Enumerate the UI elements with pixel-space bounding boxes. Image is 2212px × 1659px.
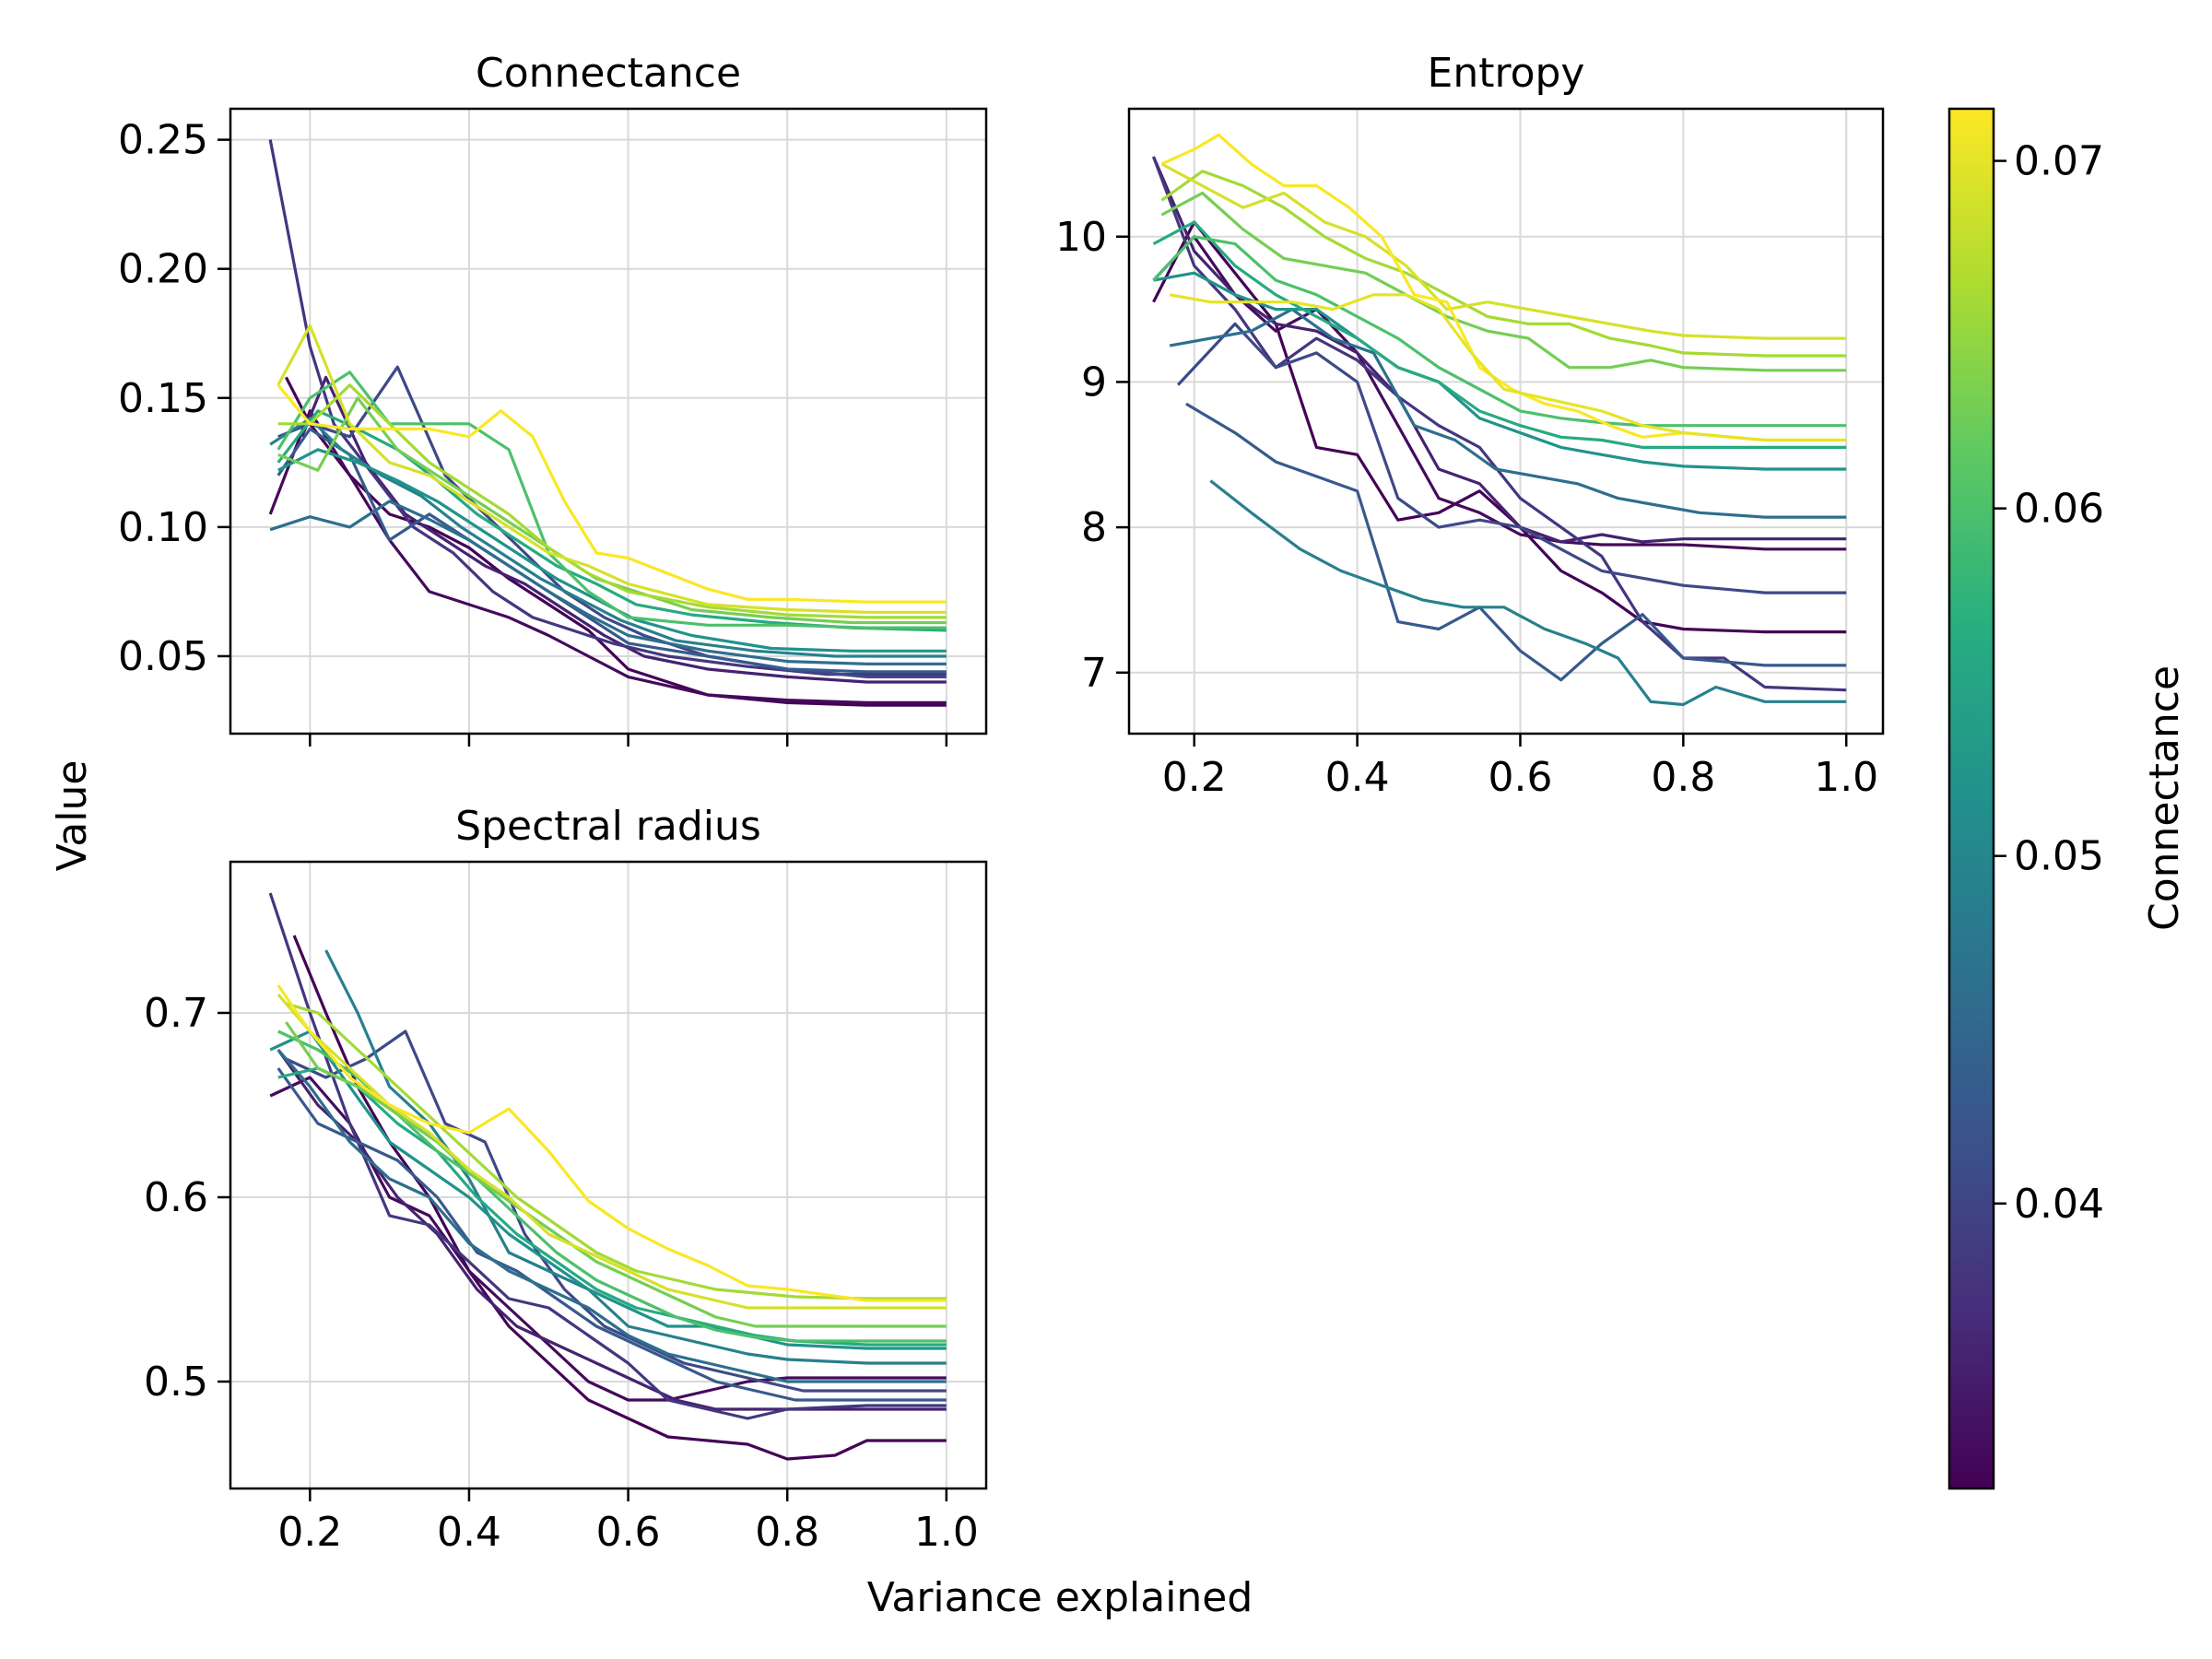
entropy-y-tick-label: 7: [1081, 650, 1107, 697]
entropy-panel-title: Entropy: [1428, 50, 1585, 97]
connectance-plot-frame: [229, 107, 988, 735]
connectance-series-line: [277, 448, 947, 653]
entropy-x-tick-label: 0.6: [1488, 754, 1552, 801]
spectral-radius-panel: 0.2 0.4 0.6 0.8 1.0 0.5 0.6 0.7 Spectral radius: [144, 803, 988, 1556]
colorbar-tick-label: 0.04: [2014, 1181, 2104, 1228]
connectance-series-line: [276, 409, 947, 632]
entropy-series-line: [1160, 191, 1847, 372]
colorbar: 0.04 0.05 0.06 0.07 Connectance: [1947, 107, 2188, 1490]
spectral-radius-x-tick-label: 0.4: [437, 1509, 501, 1556]
entropy-series-line: [1160, 162, 1847, 340]
connectance-series-line: [268, 409, 947, 705]
connectance-panel: 0.05 0.10 0.15 0.20 0.25 Connectance: [118, 50, 988, 747]
spectral-radius-series-line: [292, 935, 947, 1461]
spectral-radius-y-tick-label: 0.7: [144, 990, 208, 1037]
spectral-radius-series-line: [269, 1076, 947, 1402]
connectance-series-line: [276, 371, 947, 629]
spectral-radius-series-line: [276, 1067, 947, 1402]
spectral-radius-series-line: [276, 1048, 947, 1383]
colorbar-tick-label: 0.07: [2014, 138, 2104, 185]
entropy-plot-frame: [1127, 107, 1885, 735]
entropy-series-line: [1152, 220, 1847, 634]
connectance-series-line: [269, 417, 947, 658]
connectance-y-tick-label: 0.05: [118, 633, 208, 680]
entropy-y-tick-label: 10: [1055, 214, 1107, 261]
spectral-radius-y-tick-label: 0.6: [144, 1174, 208, 1221]
entropy-series-line: [1169, 293, 1847, 442]
x-axis-label: Variance explained: [867, 1574, 1253, 1621]
spectral-radius-series-line: [276, 984, 947, 1302]
entropy-series-line: [1152, 235, 1847, 428]
y-axis-label: Value: [49, 760, 96, 872]
spectral-radius-series-line: [269, 1030, 947, 1350]
entropy-series-line: [1160, 133, 1847, 442]
spectral-radius-series-line: [285, 1002, 947, 1300]
spectral-radius-x-tick-label: 0.2: [277, 1509, 342, 1556]
spectral-radius-x-tick-label: 0.8: [755, 1509, 819, 1556]
connectance-series-line: [277, 383, 947, 619]
colorbar-tick-label: 0.06: [2014, 486, 2104, 533]
connectance-y-tick-label: 0.10: [118, 504, 208, 551]
spectral-radius-series-line: [277, 1066, 947, 1347]
spectral-radius-panel-title: Spectral radius: [455, 803, 761, 850]
entropy-series-line: [1152, 220, 1847, 449]
entropy-x-tick-label: 0.4: [1325, 754, 1390, 801]
spectral-radius-plot-frame: [229, 860, 988, 1490]
colorbar-label: Connectance: [2141, 665, 2188, 931]
connectance-series-line: [269, 500, 947, 666]
entropy-series-line: [1152, 156, 1847, 544]
connectance-panel-title: Connectance: [476, 50, 741, 97]
connectance-series-line: [276, 324, 947, 614]
connectance-series-line: [284, 376, 947, 707]
spectral-radius-series-line: [285, 1030, 947, 1393]
entropy-x-tick-label: 0.8: [1651, 754, 1715, 801]
connectance-series-line: [276, 383, 947, 604]
entropy-series-line: [1169, 308, 1847, 519]
entropy-series-line: [1176, 322, 1847, 594]
colorbar-tick-label: 0.05: [2014, 833, 2104, 880]
connectance-series-line: [277, 396, 947, 625]
connectance-y-tick-label: 0.20: [118, 246, 208, 293]
entropy-panel: 0.2 0.4 0.6 0.8 1.0 7 8 9 10 Entropy: [1055, 50, 1885, 801]
entropy-y-tick-label: 8: [1081, 504, 1107, 551]
connectance-series-line: [276, 427, 947, 674]
entropy-x-tick-label: 1.0: [1814, 754, 1878, 801]
connectance-y-tick-label: 0.25: [118, 117, 208, 164]
spectral-radius-x-tick-label: 0.6: [596, 1509, 661, 1556]
spectral-radius-series-line: [276, 1049, 947, 1411]
spectral-radius-y-tick-label: 0.5: [144, 1359, 208, 1406]
colorbar-gradient: [1947, 107, 1995, 1490]
entropy-series-line: [1185, 402, 1847, 682]
entropy-y-tick-label: 9: [1081, 359, 1107, 406]
connectance-y-tick-label: 0.15: [118, 375, 208, 422]
spectral-radius-series-line: [268, 892, 947, 1420]
spectral-radius-series-line: [276, 993, 947, 1310]
entropy-series-line: [1209, 479, 1847, 707]
spectral-radius-x-tick-label: 1.0: [914, 1509, 979, 1556]
entropy-series-line: [1152, 235, 1847, 551]
entropy-x-tick-label: 0.2: [1162, 754, 1227, 801]
